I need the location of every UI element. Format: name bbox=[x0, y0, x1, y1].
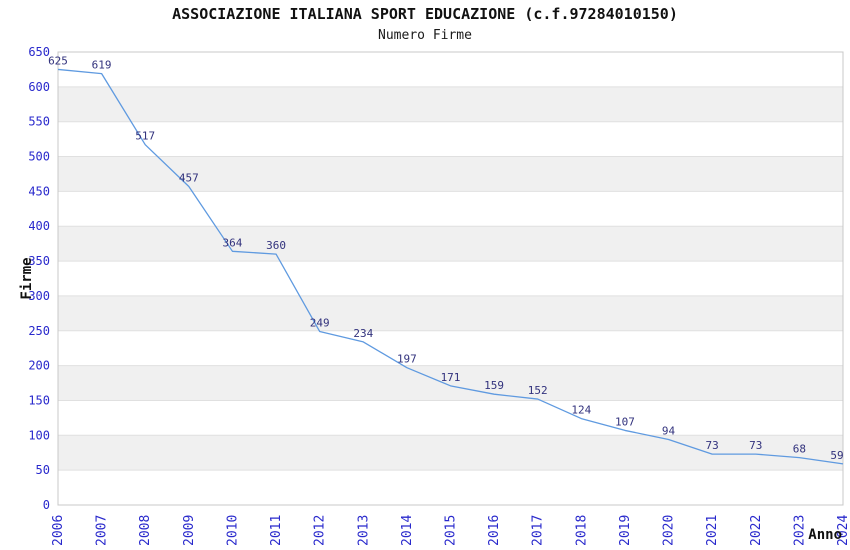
x-tick-label: 2015 bbox=[444, 515, 459, 546]
x-tick-label: 2024 bbox=[836, 515, 850, 546]
x-tick-label: 2014 bbox=[400, 515, 415, 546]
x-tick-label: 2023 bbox=[792, 515, 807, 546]
y-axis-title: Firme bbox=[19, 257, 35, 299]
y-tick-label: 350 bbox=[28, 254, 50, 268]
chart-plot-area bbox=[58, 52, 843, 505]
x-tick-label: 2013 bbox=[356, 515, 371, 546]
data-point-label: 94 bbox=[662, 424, 676, 437]
data-point-label: 517 bbox=[135, 130, 155, 143]
y-tick-label: 250 bbox=[28, 324, 50, 338]
data-point-label: 625 bbox=[48, 54, 68, 67]
chart-subtitle: Numero Firme bbox=[378, 28, 472, 43]
x-tick-label: 2018 bbox=[574, 515, 589, 546]
x-tick-label: 2008 bbox=[138, 515, 153, 546]
data-point-label: 360 bbox=[266, 239, 286, 252]
y-tick-label: 650 bbox=[28, 45, 50, 59]
y-tick-label: 50 bbox=[36, 463, 50, 477]
y-tick-label: 400 bbox=[28, 219, 50, 233]
plot-border bbox=[57, 51, 844, 506]
x-tick-label: 2007 bbox=[95, 515, 110, 546]
y-tick-label: 550 bbox=[28, 115, 50, 129]
y-tick-label: 500 bbox=[28, 150, 50, 164]
x-tick-label: 2017 bbox=[531, 515, 546, 546]
y-tick-label: 300 bbox=[28, 289, 50, 303]
y-tick-label: 450 bbox=[28, 184, 50, 198]
series-line bbox=[57, 68, 844, 465]
data-point-label: 73 bbox=[749, 439, 762, 452]
grid-band bbox=[58, 295, 843, 331]
grid-band bbox=[58, 435, 843, 471]
y-tick-label: 100 bbox=[28, 428, 50, 442]
x-tick-label: 2009 bbox=[182, 515, 197, 546]
x-tick-label: 2021 bbox=[705, 515, 720, 546]
y-tick-label: 600 bbox=[28, 80, 50, 94]
data-point-label: 249 bbox=[310, 316, 330, 329]
x-tick-label: 2010 bbox=[225, 515, 240, 546]
data-point-label: 68 bbox=[793, 443, 806, 456]
x-tick-label: 2019 bbox=[618, 515, 633, 546]
grid-band bbox=[58, 226, 843, 262]
data-point-label: 107 bbox=[615, 415, 635, 428]
x-tick-label: 2012 bbox=[313, 515, 328, 546]
grid-band bbox=[58, 86, 843, 122]
data-point-label: 59 bbox=[830, 449, 843, 462]
x-axis-title: Anno bbox=[808, 527, 842, 543]
x-tick-label: 2006 bbox=[51, 515, 66, 546]
data-point-label: 73 bbox=[706, 439, 719, 452]
data-point-label: 619 bbox=[92, 59, 112, 72]
grid-band bbox=[58, 156, 843, 192]
data-point-label: 234 bbox=[353, 327, 373, 340]
data-point-label: 171 bbox=[441, 371, 461, 384]
grid-band bbox=[58, 365, 843, 401]
x-tick-label: 2011 bbox=[269, 515, 284, 546]
chart-title: ASSOCIAZIONE ITALIANA SPORT EDUCAZIONE (… bbox=[172, 5, 678, 23]
y-tick-label: 0 bbox=[43, 498, 50, 512]
data-point-label: 124 bbox=[571, 404, 591, 417]
data-point-label: 159 bbox=[484, 379, 504, 392]
y-tick-label: 200 bbox=[28, 359, 50, 373]
data-point-label: 364 bbox=[223, 236, 243, 249]
x-tick-label: 2016 bbox=[487, 515, 502, 546]
data-point-label: 197 bbox=[397, 353, 417, 366]
y-tick-label: 150 bbox=[28, 393, 50, 407]
x-tick-label: 2020 bbox=[662, 515, 677, 546]
x-tick-label: 2022 bbox=[749, 515, 764, 546]
data-point-label: 457 bbox=[179, 172, 199, 185]
data-point-label: 152 bbox=[528, 384, 548, 397]
